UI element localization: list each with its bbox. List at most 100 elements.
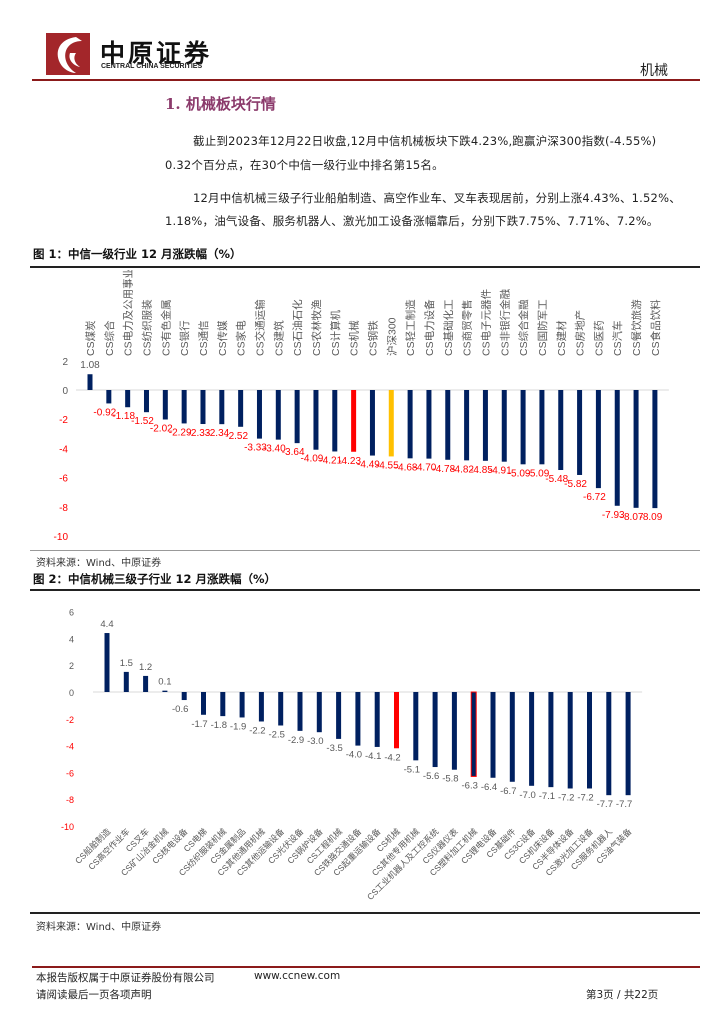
bar — [200, 390, 206, 425]
bar — [106, 390, 112, 404]
bar — [351, 390, 357, 452]
paragraph-2-line-1: 12月中信机械三级子行业船舶制造、高空作业车、叉车表现居前，分别上涨4.43%、… — [193, 191, 681, 205]
figure-1-bottom-rule — [30, 550, 700, 551]
data-label: -0.92 — [93, 407, 116, 418]
bar — [482, 390, 488, 461]
category-label: CS房地产 — [574, 310, 587, 356]
bar — [394, 692, 399, 749]
bar — [548, 692, 554, 788]
bar — [652, 390, 658, 509]
figure-1-title: 图 1：中信一级行业 12 月涨跌幅（%） — [33, 247, 242, 261]
bar — [426, 390, 432, 459]
data-label: -5.48 — [545, 474, 568, 485]
y-tick-label: 4 — [69, 634, 74, 644]
sector-label: 机械 — [640, 63, 668, 79]
bar — [614, 390, 620, 506]
data-label: -3.0 — [307, 736, 323, 747]
category-label: CS钢铁 — [366, 320, 379, 356]
footer-website-link[interactable]: www.ccnew.com — [254, 970, 341, 982]
paragraph-1-line-2: 0.32个百分点，在30个中信一级行业中排名第15名。 — [165, 158, 444, 172]
data-label: -4.78 — [432, 464, 455, 475]
bar — [567, 692, 573, 789]
bar — [201, 692, 206, 715]
category-label: CS国防军工 — [536, 299, 549, 356]
data-label: -3.64 — [282, 447, 305, 458]
data-label: -3.5 — [326, 743, 342, 754]
data-label: -8.09 — [640, 512, 663, 523]
data-label: -6.7 — [500, 786, 516, 797]
data-label: -4.55 — [376, 460, 399, 471]
y-tick-label: -4 — [66, 742, 74, 752]
page-number: 第3页 / 共22页 — [586, 989, 659, 1001]
footer-divider — [32, 966, 700, 968]
bar — [407, 390, 413, 459]
bar — [606, 692, 612, 796]
category-label: CS综合金融 — [517, 299, 530, 356]
bar — [490, 692, 496, 778]
bar — [316, 692, 322, 733]
category-label: CS商贸零售 — [461, 299, 474, 356]
data-label: -4.0 — [346, 750, 362, 761]
category-label: CS煤炭 — [84, 320, 97, 356]
bar — [587, 692, 592, 789]
data-label: -5.1 — [404, 764, 420, 775]
bar — [470, 691, 477, 777]
logo-icon — [46, 33, 90, 75]
category-label: CS传媒 — [216, 320, 229, 356]
bar — [125, 390, 131, 408]
data-label: 0.1 — [158, 677, 171, 688]
data-label: -1.8 — [211, 720, 227, 731]
data-label: -1.9 — [230, 721, 246, 732]
logo-subtitle: CENTRAL CHINA SECURITIES — [101, 63, 203, 70]
data-label: -2.34 — [206, 428, 229, 439]
paragraph-2-line-2: 1.18%，油气设备、服务机器人、激光加工设备涨幅靠后，分别下跌7.75%、7.… — [165, 214, 659, 228]
category-label: CS综合 — [103, 320, 116, 356]
data-label: -3.40 — [263, 444, 286, 455]
data-label: 1.5 — [120, 658, 133, 669]
bar — [104, 633, 110, 692]
y-tick-label: -6 — [66, 768, 74, 778]
bar — [294, 390, 300, 444]
bar — [313, 390, 319, 450]
category-label: CS家电 — [235, 320, 248, 356]
data-label: -4.49 — [357, 460, 380, 471]
category-label: CS建筑 — [272, 320, 285, 356]
bar — [332, 390, 338, 452]
data-label: -6.72 — [583, 492, 606, 503]
category-label: CS汽车 — [611, 320, 624, 356]
y-tick-label: 0 — [69, 688, 74, 698]
category-label: CS基础化工 — [442, 299, 455, 356]
bar — [464, 390, 470, 461]
bar — [238, 390, 244, 427]
y-tick-label: -2 — [66, 715, 74, 725]
bar — [374, 692, 380, 747]
chart-2: 6420-2-4-6-8-104.4CS船舶制造1.5CS高空作业车1.2CS叉… — [61, 608, 643, 902]
data-label: -1.7 — [191, 719, 207, 730]
data-label: -4.23 — [338, 456, 361, 467]
y-tick-label: 6 — [69, 608, 74, 618]
bar — [162, 690, 168, 692]
category-label: CS交通运输 — [253, 299, 266, 356]
bar — [278, 692, 284, 726]
category-label: CS轻工制造 — [404, 299, 417, 356]
logo-text: 中原证券 — [100, 39, 213, 68]
data-label: -5.09 — [508, 468, 531, 479]
category-label: CS非银行金融 — [498, 288, 511, 356]
bar — [143, 390, 149, 413]
data-label: -2.9 — [288, 735, 304, 746]
bar — [275, 390, 281, 440]
bar — [336, 692, 342, 739]
y-tick-label: -8 — [59, 503, 68, 514]
category-label: CS计算机 — [329, 309, 342, 356]
bar — [123, 671, 129, 692]
data-label: -8.07 — [621, 512, 644, 523]
bar — [432, 692, 438, 768]
data-label: -2.29 — [169, 427, 192, 438]
data-label: -4.2 — [384, 752, 400, 763]
data-label: -4.82 — [451, 464, 474, 475]
data-label: -2.5 — [269, 730, 285, 741]
bar — [445, 390, 451, 460]
bar — [369, 390, 375, 456]
bar — [162, 390, 168, 420]
